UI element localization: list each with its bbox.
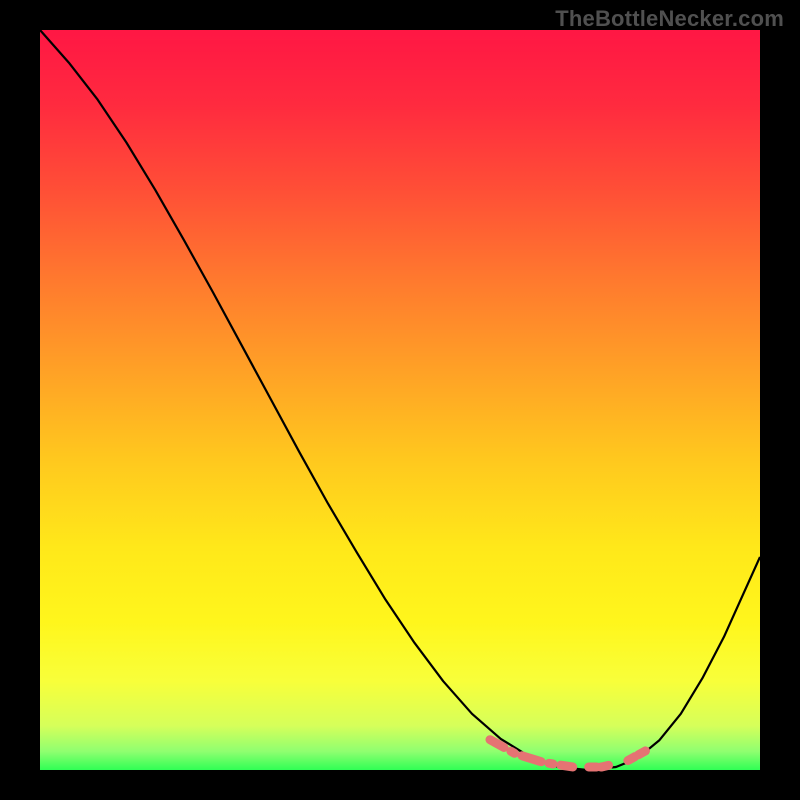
plot-background (40, 30, 760, 770)
bottleneck-chart-svg (0, 0, 800, 800)
frame-right (760, 0, 800, 800)
watermark-text: TheBottleNecker.com (555, 6, 784, 32)
frame-left (0, 0, 40, 800)
chart-canvas: TheBottleNecker.com (0, 0, 800, 800)
frame-bottom (40, 770, 760, 800)
